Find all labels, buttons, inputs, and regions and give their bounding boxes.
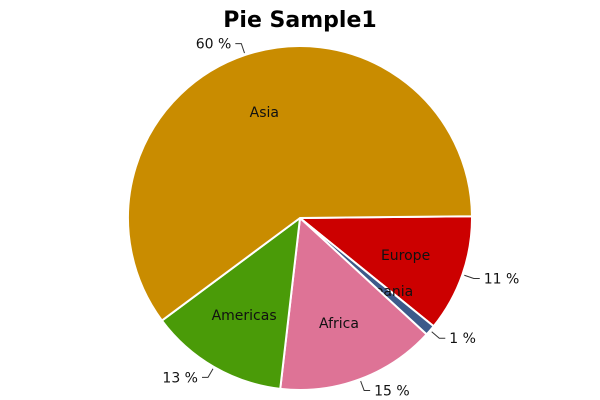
leader-line-europe bbox=[464, 274, 480, 280]
pie-slice-americas bbox=[160, 215, 302, 390]
percent-label-europe: 11 % bbox=[484, 272, 520, 288]
slice-label-asia: Asia bbox=[250, 105, 279, 121]
percent-label-asia: 60 % bbox=[196, 37, 232, 53]
chart-title: Pie Sample1 bbox=[223, 8, 377, 33]
slice-label-europe: Europe bbox=[381, 248, 430, 264]
leader-line-africa bbox=[360, 380, 371, 391]
pie-slice-africa bbox=[279, 215, 429, 391]
leader-line-americas bbox=[202, 368, 214, 378]
percent-label-africa: 15 % bbox=[374, 383, 410, 399]
pie-slice-asia bbox=[127, 45, 474, 322]
slice-label-americas: Americas bbox=[212, 308, 277, 324]
pie-slice-europe bbox=[297, 215, 473, 328]
percent-label-americas: 13 % bbox=[162, 370, 198, 386]
slice-label-africa: Africa bbox=[319, 316, 359, 332]
leader-line-oceania bbox=[431, 331, 446, 339]
leader-line-asia bbox=[235, 43, 245, 54]
percent-label-oceania: 1 % bbox=[449, 331, 476, 347]
